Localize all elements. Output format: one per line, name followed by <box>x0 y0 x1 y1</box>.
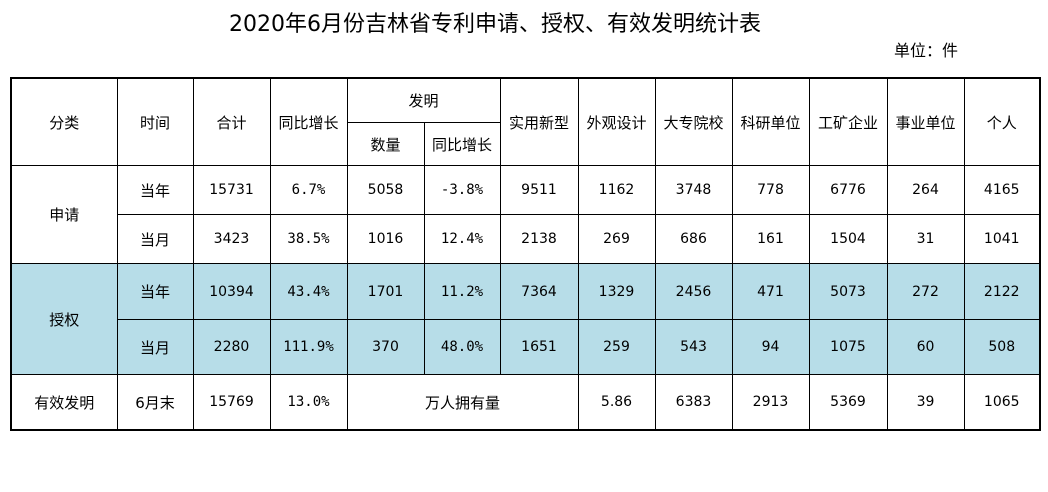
cell-invention-count: 370 <box>346 319 425 375</box>
cell-utility: 7364 <box>499 263 579 320</box>
cell-institution: 272 <box>886 263 965 320</box>
cell-total: 3423 <box>192 214 271 264</box>
cell-total: 15731 <box>192 165 271 215</box>
cell-individual: 2122 <box>963 263 1041 320</box>
cell-invention-yoy: 48.0% <box>423 319 501 375</box>
table-title: 2020年6月份吉林省专利申请、授权、有效发明统计表 <box>229 12 761 37</box>
cell-invention-yoy: 11.2% <box>423 263 501 320</box>
row-label-application: 申请 <box>10 165 118 264</box>
row-label-effective: 有效发明 <box>10 374 118 431</box>
header-invention-count: 数量 <box>346 122 425 166</box>
cell-invention-count: 1701 <box>346 263 425 320</box>
header-invention: 发明 <box>346 77 501 123</box>
cell-time: 当年 <box>116 165 194 215</box>
cell-invention-count: 5058 <box>346 165 425 215</box>
cell-enterprise: 5073 <box>808 263 888 320</box>
cell-utility: 2138 <box>499 214 579 264</box>
header-row-1: 分类 时间 合计 同比增长 发明 实用新型 外观设计 大专院校 科研单位 工矿企… <box>10 77 1041 166</box>
header-enterprise: 工矿企业 <box>808 77 888 166</box>
cell-yoy: 6.7% <box>269 165 348 215</box>
cell-invention-yoy: 12.4% <box>423 214 501 264</box>
unit-label: 单位：件 <box>894 41 959 60</box>
header-institution: 事业单位 <box>886 77 965 166</box>
header-research: 科研单位 <box>731 77 810 166</box>
cell-research: 94 <box>731 319 810 375</box>
cell-yoy: 13.0% <box>269 374 348 431</box>
header-total: 合计 <box>192 77 271 166</box>
cell-invention-yoy: -3.8% <box>423 165 501 215</box>
cell-per-10k-label: 万人拥有量 <box>346 374 579 431</box>
cell-design: 259 <box>577 319 656 375</box>
header-row-2: 数量 同比增长 <box>11 122 1040 166</box>
cell-time: 当月 <box>116 319 194 375</box>
row-label-grant: 授权 <box>10 263 118 375</box>
cell-enterprise: 1504 <box>808 214 888 264</box>
cell-individual: 508 <box>963 319 1041 375</box>
table-row: 申请 当年 15731 6.7% 5058 -3.8% 9511 1162 37… <box>10 165 1041 264</box>
cell-research: 161 <box>731 214 810 264</box>
table-row: 当月 3423 38.5% 1016 12.4% 2138 269 686 16… <box>11 214 1041 264</box>
cell-research: 2913 <box>731 374 810 431</box>
header-individual: 个人 <box>963 77 1041 166</box>
header-university: 大专院校 <box>654 77 733 166</box>
cell-university: 2456 <box>654 263 733 320</box>
cell-per-10k-value: 5.86 <box>577 374 656 431</box>
table-row: 有效发明 6月末 15769 13.0% 万人拥有量 5.86 6383 291… <box>10 374 1041 431</box>
header-invention-yoy: 同比增长 <box>423 122 501 166</box>
cell-design: 1329 <box>577 263 656 320</box>
cell-yoy: 43.4% <box>269 263 348 320</box>
cell-institution: 39 <box>886 374 965 431</box>
header-time: 时间 <box>116 77 194 166</box>
cell-enterprise: 1075 <box>808 319 888 375</box>
cell-total: 15769 <box>192 374 271 431</box>
cell-time: 6月末 <box>116 374 194 431</box>
cell-university: 543 <box>654 319 733 375</box>
cell-institution: 31 <box>886 214 965 264</box>
cell-design: 269 <box>577 214 656 264</box>
cell-total: 2280 <box>192 319 271 375</box>
cell-yoy: 111.9% <box>269 319 348 375</box>
header-yoy: 同比增长 <box>269 77 348 166</box>
cell-individual: 4165 <box>963 165 1041 215</box>
patent-statistics-table: 分类 时间 合计 同比增长 发明 实用新型 外观设计 大专院校 科研单位 工矿企… <box>10 77 1041 431</box>
cell-research: 778 <box>731 165 810 215</box>
cell-individual: 1041 <box>963 214 1041 264</box>
cell-individual: 1065 <box>963 374 1041 431</box>
cell-research: 471 <box>731 263 810 320</box>
header-design: 外观设计 <box>577 77 656 166</box>
cell-yoy: 38.5% <box>269 214 348 264</box>
table-row: 当月 2280 111.9% 370 48.0% 1651 259 543 94… <box>11 319 1041 375</box>
cell-enterprise: 6776 <box>808 165 888 215</box>
cell-institution: 60 <box>886 319 965 375</box>
header-category: 分类 <box>10 77 118 166</box>
table-row: 授权 当年 10394 43.4% 1701 11.2% 7364 1329 2… <box>10 263 1041 375</box>
cell-utility: 1651 <box>499 319 579 375</box>
cell-enterprise: 5369 <box>808 374 888 431</box>
cell-invention-count: 1016 <box>346 214 425 264</box>
cell-time: 当年 <box>116 263 194 320</box>
cell-design: 1162 <box>577 165 656 215</box>
cell-utility: 9511 <box>499 165 579 215</box>
cell-total: 10394 <box>192 263 271 320</box>
cell-university: 3748 <box>654 165 733 215</box>
cell-time: 当月 <box>116 214 194 264</box>
header-utility: 实用新型 <box>499 77 579 166</box>
cell-university: 686 <box>654 214 733 264</box>
cell-university: 6383 <box>654 374 733 431</box>
cell-institution: 264 <box>886 165 965 215</box>
